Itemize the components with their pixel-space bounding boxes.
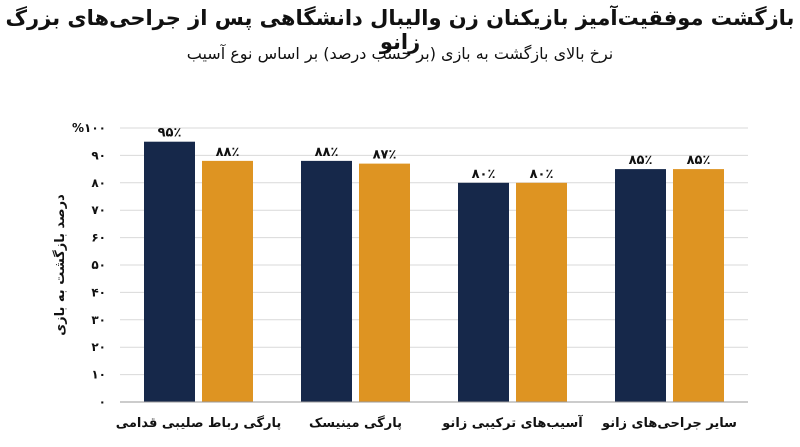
category-label: پارگی رباط صلیبی قدامی [116, 415, 282, 431]
y-tick-label: ۸۰ [91, 176, 106, 190]
y-tick-label: %۱۰۰ [72, 121, 106, 135]
y-tick-label: ۷۰ [91, 203, 106, 217]
category-label: سایر جراحی‌های زانو [601, 416, 737, 431]
y-tick-label: ۱۰ [91, 368, 106, 382]
data-labels: ۹۵٪ ۸۸٪ ۸۸٪ ۸۷٪ ۸۰٪ ۸۰٪ ۸۵٪ ۸۵٪ [158, 126, 711, 182]
bar [615, 169, 666, 402]
y-tick-label: ۵۰ [91, 258, 106, 272]
category-label: آسیب‌های ترکیبی زانو [441, 414, 583, 431]
y-tick-label: ۰ [99, 395, 106, 409]
y-axis-ticks: ۰ ۱۰ ۲۰ ۳۰ ۴۰ ۵۰ ۶۰ ۷۰ ۸۰ ۹۰ %۱۰۰ [72, 121, 106, 409]
bar [516, 182, 567, 402]
bar [144, 141, 195, 402]
data-label: ۸۵٪ [629, 153, 653, 168]
y-tick-label: ۶۰ [91, 231, 106, 245]
category-label: پارگی مینیسک [309, 415, 402, 431]
chart-subtitle: نرخ بالای بازگشت به بازی (بر حسب درصد) ب… [186, 44, 614, 63]
y-tick-label: ۴۰ [91, 285, 106, 299]
x-axis-categories: پارگی رباط صلیبی قدامی پارگی مینیسک آسیب‌ه… [116, 414, 737, 431]
data-label: ۹۵٪ [158, 126, 182, 141]
bar [359, 163, 410, 402]
data-label: ۸۸٪ [315, 145, 339, 160]
data-label: ۸۰٪ [530, 167, 554, 182]
bar [458, 182, 509, 402]
data-label: ۸۸٪ [216, 145, 240, 160]
data-label: ۸۰٪ [472, 167, 496, 182]
chart-title: بازگشت موفقیت‌آمیز بازیکنان زن والیبال د… [5, 6, 795, 54]
bar [301, 160, 352, 402]
bar [673, 169, 724, 402]
y-tick-label: ۲۰ [91, 340, 106, 354]
y-tick-label: ۳۰ [91, 313, 106, 327]
bars [144, 141, 724, 402]
data-label: ۸۵٪ [687, 153, 711, 168]
y-axis-label: درصد بازگشت به بازی [52, 194, 68, 336]
bar [202, 160, 253, 402]
y-tick-label: ۹۰ [91, 148, 106, 162]
data-label: ۸۷٪ [373, 148, 397, 163]
